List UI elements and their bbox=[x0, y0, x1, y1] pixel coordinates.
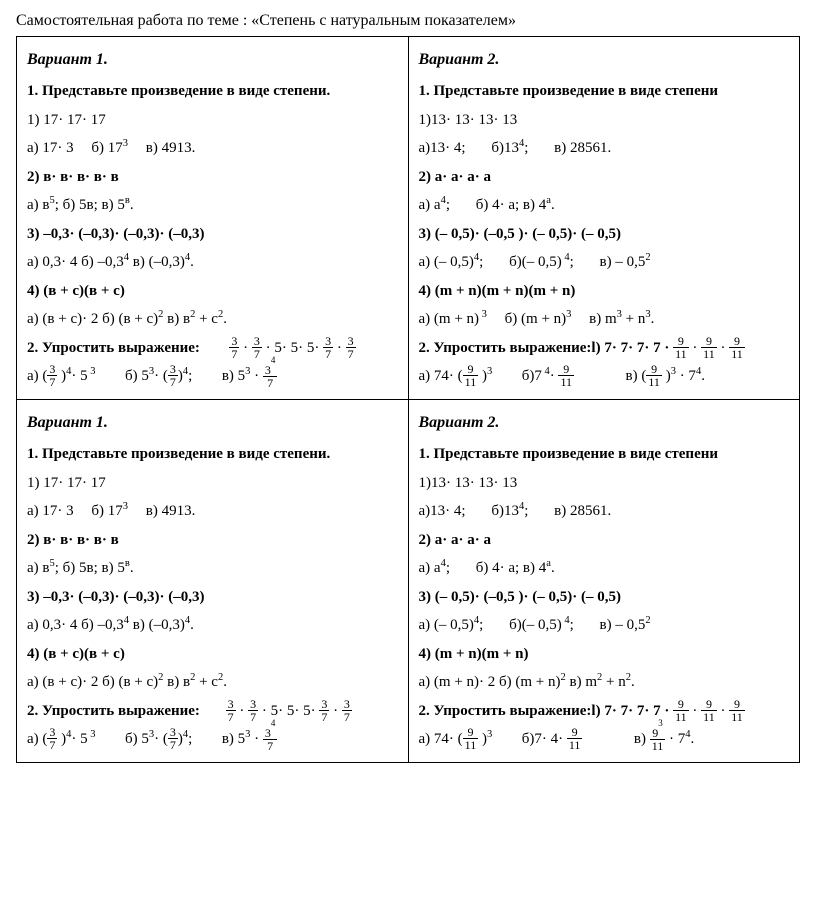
v2-q2: 2) а· а· а· а bbox=[419, 163, 790, 192]
v2-head: Вариант 2. bbox=[419, 45, 790, 75]
cell-v1-bottom: Вариант 1. 1. Представьте произведение в… bbox=[17, 399, 409, 762]
v2-task2-ans: а) 74· (911 )3 б)7 4· 911 в) (911 )3 · 7… bbox=[419, 362, 790, 391]
v2-task1: 1. Представьте произведение в виде степе… bbox=[419, 77, 790, 106]
v1-head: Вариант 1. bbox=[27, 45, 398, 75]
page-title: Самостоятельная работа по теме : «Степен… bbox=[16, 12, 800, 30]
v1-q1: 1) 17· 17· 17 bbox=[27, 106, 398, 135]
v1-q4: 4) (в + с)(в + с) bbox=[27, 277, 398, 306]
v1-q3: 3) –0,3· (–0,3)· (–0,3)· (–0,3) bbox=[27, 220, 398, 249]
v1-task1: 1. Представьте произведение в виде степе… bbox=[27, 77, 398, 106]
fraction-9-11: 911 bbox=[673, 335, 689, 360]
v2-q1-ans: а)13· 4; б)134; в) 28561. bbox=[419, 134, 790, 163]
cell-v2-bottom: Вариант 2. 1. Представьте произведение в… bbox=[408, 399, 800, 762]
cell-v2-top: Вариант 2. 1. Представьте произведение в… bbox=[408, 37, 800, 400]
worksheet-table: Вариант 1. 1. Представьте произведение в… bbox=[16, 36, 800, 763]
v2-q3-ans: а) (– 0,5)4; б)(– 0,5) 4; в) – 0,52 bbox=[419, 248, 790, 277]
v2-q3: 3) (– 0,5)· (–0,5 )· (– 0,5)· (– 0,5) bbox=[419, 220, 790, 249]
fraction-3-7: 37 bbox=[229, 335, 239, 360]
v1-task2-ans: а) (37 )4· 5 3 б) 53· (37)4; в) 53 · 347 bbox=[27, 362, 398, 391]
cell-v1-top: Вариант 1. 1. Представьте произведение в… bbox=[17, 37, 409, 400]
v1-q1-ans: а) 17· 3 б) 173 в) 4913. bbox=[27, 134, 398, 163]
v2-task2: 2. Упростить выражение:l) 7· 7· 7· 7 · 9… bbox=[419, 334, 790, 363]
v2-q4: 4) (m + n)(m + n)(m + n) bbox=[419, 277, 790, 306]
v1-q2: 2) в· в· в· в· в bbox=[27, 163, 398, 192]
v1-q3-ans: а) 0,3· 4 б) –0,34 в) (–0,3)4. bbox=[27, 248, 398, 277]
v2-q1: 1)13· 13· 13· 13 bbox=[419, 106, 790, 135]
v2-q4-ans: а) (m + n) 3 б) (m + n)3 в) m3 + n3. bbox=[419, 305, 790, 334]
v1-q2-ans: а) в5; б) 5в; в) 5в. bbox=[27, 191, 398, 220]
v2-q2-ans: а) а4; б) 4· а; в) 4а. bbox=[419, 191, 790, 220]
v1-task2: 2. Упростить выражение: 37 · 37 · 5· 5· … bbox=[27, 334, 398, 363]
v1-q4-ans: а) (в + с)· 2 б) (в + с)2 в) в2 + с2. bbox=[27, 305, 398, 334]
